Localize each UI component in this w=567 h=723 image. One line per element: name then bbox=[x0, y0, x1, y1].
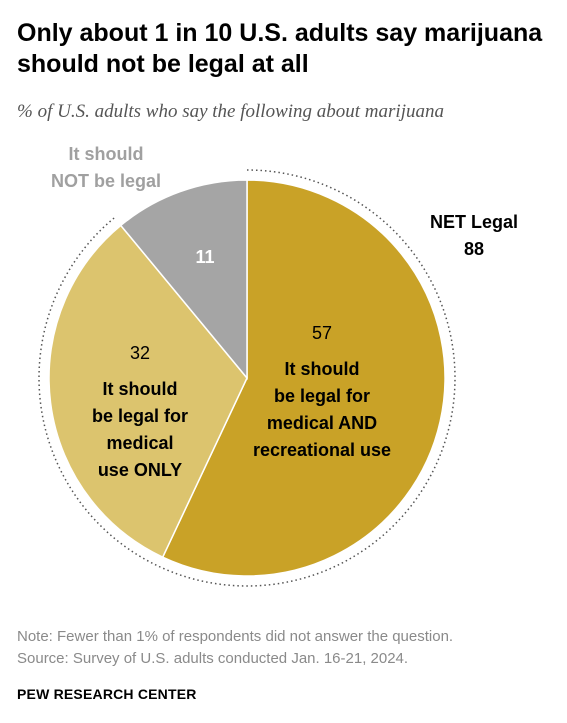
pie-slices bbox=[48, 179, 446, 577]
chart-subtitle: % of U.S. adults who say the following a… bbox=[17, 101, 444, 122]
org-logo-text: PEW RESEARCH CENTER bbox=[17, 686, 197, 702]
net-legal-bracket bbox=[38, 169, 456, 587]
label-medical-only: It should be legal for medical use ONLY bbox=[92, 379, 188, 480]
pie-chart: 57 It should be legal for medical AND recrea… bbox=[38, 144, 518, 587]
value-label-label-not-legal: 11 bbox=[195, 247, 214, 267]
net-legal-annotation: NET Legal 88 bbox=[430, 212, 518, 259]
slice-medical-only bbox=[48, 224, 248, 559]
value-label-label-medical-only: 32 bbox=[130, 343, 150, 363]
slice-not-legal bbox=[119, 179, 248, 381]
source-text: Source: Survey of U.S. adults conducted … bbox=[17, 650, 409, 667]
label-medical-and-recreational: It should be legal for medical AND recreati… bbox=[253, 359, 391, 460]
chart-note: Note: Fewer than 1% of respondents did n… bbox=[17, 626, 562, 670]
chart-title: Only about 1 in 10 U.S. adults say marij… bbox=[17, 19, 543, 78]
label-not-legal: It should NOT be legal bbox=[51, 144, 161, 191]
pie-labels: 57 It should be legal for medical AND recrea… bbox=[51, 144, 518, 480]
slice-medical-and-recreational bbox=[161, 179, 446, 577]
note-text: Note: Fewer than 1% of respondents did n… bbox=[17, 628, 454, 645]
value-label-label-medical-and-recreational: 57 bbox=[312, 323, 332, 343]
